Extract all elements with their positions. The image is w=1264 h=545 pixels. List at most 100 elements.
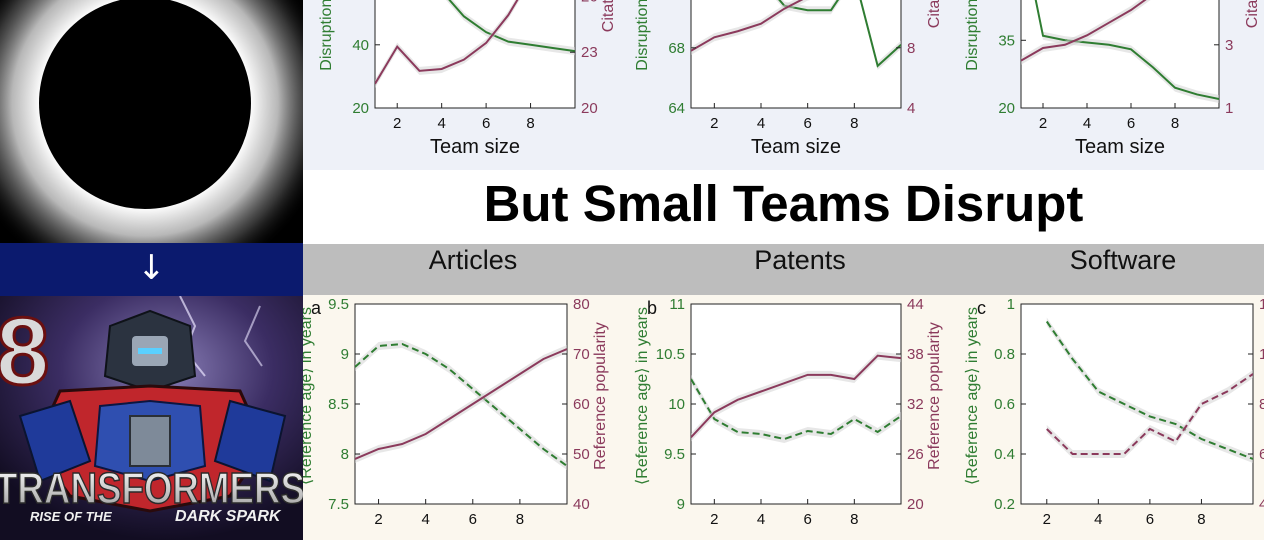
right-y-tick-label: 40 <box>573 496 590 513</box>
right-series-line <box>1046 373 1253 455</box>
x-tick-label: 2 <box>1039 115 1047 132</box>
series-band <box>1021 0 1151 65</box>
left-series-line <box>1045 320 1253 460</box>
x-tick-label: 2 <box>374 511 382 528</box>
poster-title: TRANSFORMERS <box>0 464 303 513</box>
x-tick-label: 8 <box>850 511 858 528</box>
left-series-line <box>691 378 901 441</box>
right-y-axis-label: Cita <box>1244 0 1261 28</box>
left-y-tick-label: 1 <box>1007 296 1015 313</box>
x-tick-label: 8 <box>516 511 524 528</box>
right-y-tick-label: 20 <box>581 100 598 117</box>
series-band <box>1046 317 1253 463</box>
x-tick-label: 6 <box>803 115 811 132</box>
left-y-tick-label: 8.5 <box>328 396 349 413</box>
right-y-tick-label: 3 <box>1225 37 1233 54</box>
left-y-tick-label: 0.8 <box>994 346 1015 363</box>
poster-corner-digit: 8 <box>0 298 49 405</box>
chart-bottom-articles: 2 4 6 8 7.5 8 8.5 9 9.5 40 50 60 70 80 ⟨Reference age⟩… <box>298 296 609 528</box>
plot-area <box>690 0 902 109</box>
transformers-poster-graphic: 8 TRANSFORMERS RISE OF THE DARK SPARK <box>0 296 303 540</box>
header-software: Software <box>1069 245 1177 275</box>
x-tick-label: 2 <box>1043 511 1051 528</box>
left-y-tick-label: 20 <box>352 100 369 117</box>
left-series-line <box>448 0 575 53</box>
x-axis-label: Team size <box>751 136 841 158</box>
left-y-tick-label: 0.4 <box>994 446 1015 463</box>
chart-bottom-patents: 2 4 6 8 9 9.5 10 10.5 11 20 26 32 38 44 ⟨Reference age… <box>634 296 943 528</box>
right-y-tick-label: 12 <box>1259 296 1264 313</box>
left-y-tick-label: 9.5 <box>664 446 685 463</box>
right-y-tick-label: 44 <box>907 296 924 313</box>
right-y-tick-label: 26 <box>907 446 924 463</box>
right-y-axis-label: Cita <box>926 0 943 28</box>
left-y-axis-label: Disruption p <box>964 0 981 71</box>
right-y-tick-label: 60 <box>573 396 590 413</box>
left-y-tick-label: 9 <box>341 346 349 363</box>
eclipse-graphic <box>0 0 303 243</box>
panel-letter: a <box>311 298 322 318</box>
right-series-line <box>355 348 567 460</box>
eclipse-image <box>0 0 303 243</box>
x-tick-label: 4 <box>437 115 445 132</box>
x-tick-label: 8 <box>1171 115 1179 132</box>
header-patents: Patents <box>754 245 846 275</box>
left-thumbnail-column: ↓ <box>0 0 303 540</box>
left-y-axis-label: ⟨Reference age⟩ in years <box>634 307 651 485</box>
x-tick-label: 6 <box>1146 511 1154 528</box>
series-band <box>691 351 901 442</box>
x-tick-label: 8 <box>1197 511 1205 528</box>
right-y-tick-label: 26 <box>581 0 598 5</box>
transformers-poster-image: 8 TRANSFORMERS RISE OF THE DARK SPARK <box>0 296 303 540</box>
right-series-line <box>691 354 901 439</box>
x-tick-label: 6 <box>803 511 811 528</box>
left-y-tick-label: 8 <box>341 446 349 463</box>
panel-letter: c <box>977 298 986 318</box>
x-tick-label: 4 <box>1094 511 1102 528</box>
plot-area <box>354 303 568 505</box>
left-y-axis-label: Disruption p <box>318 0 335 71</box>
left-y-axis-label: Disruption p <box>634 0 651 71</box>
right-y-tick-label: 23 <box>581 44 598 61</box>
panel-letter: b <box>647 298 657 318</box>
x-tick-label: 4 <box>421 511 429 528</box>
x-tick-label: 4 <box>757 115 765 132</box>
left-series-line <box>1034 0 1219 100</box>
x-tick-label: 8 <box>850 115 858 132</box>
bottom-charts-svg: 2 4 6 8 7.5 8 8.5 9 9.5 40 50 60 70 80 ⟨Reference age⟩… <box>298 296 1264 528</box>
slide-title: But Small Teams Disrupt <box>483 175 1084 232</box>
series-band <box>375 0 520 88</box>
down-arrow-icon: ↓ <box>0 243 303 296</box>
x-tick-label: 6 <box>469 511 477 528</box>
header-articles: Articles <box>428 245 518 275</box>
x-tick-label: 2 <box>710 511 718 528</box>
right-y-tick-label: 50 <box>573 446 590 463</box>
left-series-line <box>778 0 901 68</box>
series-band <box>691 375 901 443</box>
right-y-tick-label: 32 <box>907 396 924 413</box>
right-y-axis-label: Reference popularity <box>592 322 609 470</box>
left-series-line <box>355 342 567 467</box>
left-y-tick-label: 9.5 <box>328 296 349 313</box>
right-y-tick-label: 38 <box>907 346 924 363</box>
right-series-line <box>1021 0 1147 62</box>
left-y-tick-label: 10.5 <box>656 346 685 363</box>
left-y-tick-label: 10 <box>668 396 685 413</box>
title-band: But Small Teams Disrupt <box>303 170 1264 244</box>
left-y-tick-label: 64 <box>668 100 685 117</box>
right-y-tick-label: 4 <box>907 100 915 117</box>
right-y-tick-label: 70 <box>573 346 590 363</box>
right-y-axis-label: Reference popularity <box>926 322 943 470</box>
series-band <box>1034 0 1219 103</box>
left-y-axis-label: ⟨Reference age⟩ in years <box>303 307 315 485</box>
right-y-tick-label: 80 <box>573 296 590 313</box>
left-y-tick-label: 40 <box>352 37 369 54</box>
x-tick-label: 2 <box>710 115 718 132</box>
right-y-tick-label: 6 <box>1259 446 1264 463</box>
left-y-tick-label: 68 <box>668 40 685 57</box>
right-y-axis-label: Citati <box>600 0 617 32</box>
